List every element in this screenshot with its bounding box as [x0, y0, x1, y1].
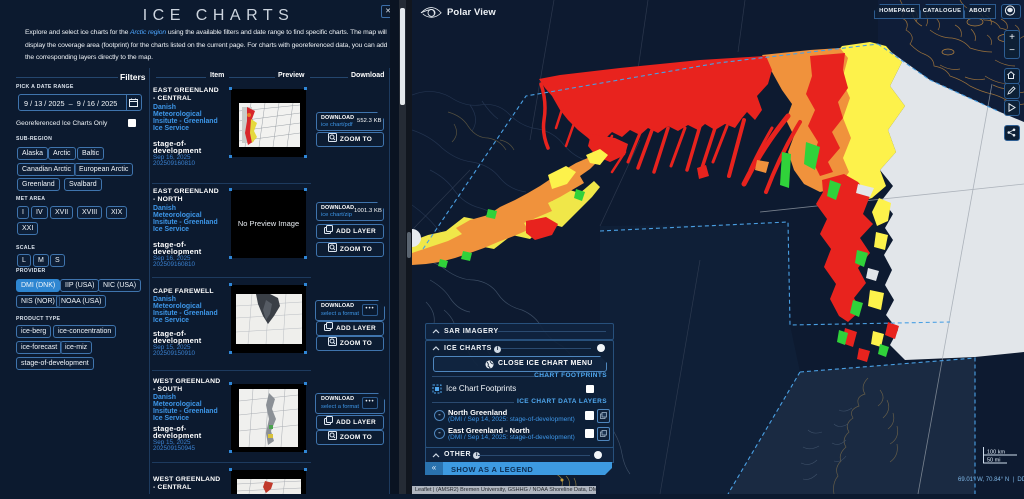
svg-text:50 mi: 50 mi [987, 458, 1000, 464]
svg-text:100 km: 100 km [987, 450, 1005, 456]
